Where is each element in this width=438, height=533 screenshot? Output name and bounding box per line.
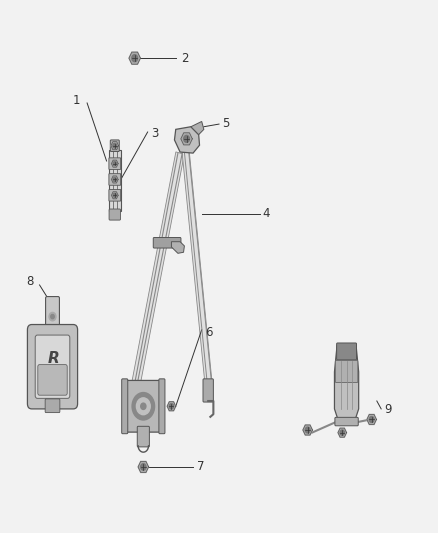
FancyBboxPatch shape — [35, 335, 70, 398]
Polygon shape — [367, 415, 376, 424]
Polygon shape — [138, 462, 148, 472]
FancyBboxPatch shape — [110, 140, 119, 151]
Circle shape — [141, 403, 146, 409]
FancyBboxPatch shape — [122, 379, 128, 434]
FancyBboxPatch shape — [153, 238, 181, 248]
FancyBboxPatch shape — [337, 343, 357, 360]
Text: R: R — [47, 351, 59, 366]
Polygon shape — [340, 430, 344, 435]
FancyBboxPatch shape — [335, 417, 358, 426]
Polygon shape — [167, 402, 176, 411]
FancyBboxPatch shape — [46, 296, 60, 334]
Polygon shape — [113, 161, 117, 166]
Polygon shape — [181, 133, 192, 145]
FancyBboxPatch shape — [159, 379, 165, 434]
Text: 7: 7 — [197, 461, 204, 473]
Polygon shape — [174, 127, 200, 153]
Polygon shape — [111, 192, 118, 199]
FancyBboxPatch shape — [124, 381, 162, 432]
FancyBboxPatch shape — [109, 158, 120, 169]
Polygon shape — [113, 193, 117, 197]
Text: 5: 5 — [223, 117, 230, 130]
FancyBboxPatch shape — [28, 325, 78, 409]
FancyBboxPatch shape — [137, 426, 149, 447]
Polygon shape — [191, 122, 204, 135]
Polygon shape — [111, 160, 118, 167]
Polygon shape — [305, 427, 310, 433]
FancyBboxPatch shape — [45, 399, 60, 413]
Polygon shape — [111, 142, 119, 150]
Polygon shape — [170, 403, 173, 409]
Text: 3: 3 — [151, 127, 158, 140]
FancyBboxPatch shape — [109, 190, 120, 201]
Polygon shape — [184, 135, 189, 142]
Polygon shape — [132, 55, 138, 62]
FancyBboxPatch shape — [203, 379, 213, 402]
Polygon shape — [171, 241, 184, 253]
FancyBboxPatch shape — [109, 174, 120, 185]
Polygon shape — [129, 52, 141, 64]
Text: 8: 8 — [27, 275, 34, 288]
Circle shape — [132, 393, 155, 420]
Polygon shape — [182, 151, 212, 381]
FancyBboxPatch shape — [109, 150, 121, 211]
Circle shape — [49, 312, 56, 321]
Text: 4: 4 — [262, 207, 270, 220]
Polygon shape — [131, 152, 184, 392]
Polygon shape — [338, 428, 346, 437]
Polygon shape — [303, 425, 312, 435]
Polygon shape — [113, 177, 117, 182]
Text: 2: 2 — [181, 52, 188, 64]
FancyBboxPatch shape — [336, 360, 358, 383]
Polygon shape — [113, 143, 117, 148]
Polygon shape — [369, 417, 374, 422]
Text: 6: 6 — [205, 326, 213, 339]
Polygon shape — [111, 176, 118, 183]
Circle shape — [51, 314, 54, 319]
FancyBboxPatch shape — [38, 365, 67, 395]
Circle shape — [136, 398, 150, 415]
FancyBboxPatch shape — [109, 209, 120, 220]
Polygon shape — [141, 464, 146, 470]
Text: 9: 9 — [384, 403, 392, 416]
Text: 1: 1 — [73, 94, 81, 107]
Polygon shape — [335, 345, 359, 419]
